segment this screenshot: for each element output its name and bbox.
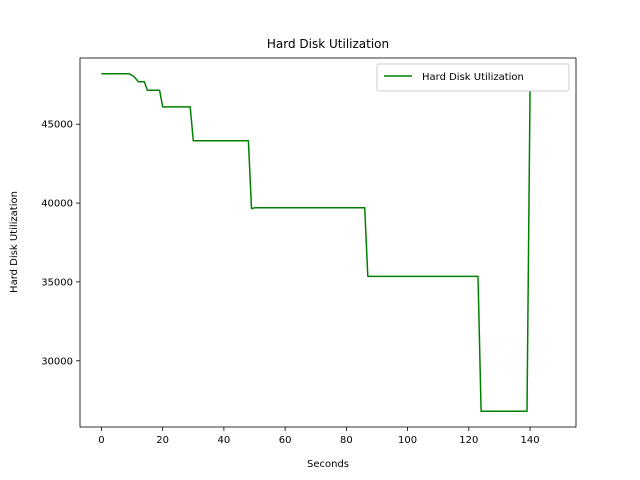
x-tick-label-120: 120 (459, 435, 478, 446)
x-tick-label-80: 80 (340, 435, 353, 446)
x-axis-label: Seconds (307, 459, 349, 470)
x-tick-label-100: 100 (398, 435, 417, 446)
legend-box (376, 63, 570, 92)
x-tick-label-0: 0 (98, 435, 104, 446)
series-line-0 (101, 73, 531, 412)
plot-frame (79, 57, 577, 428)
legend-label: Hard Disk Utilization (422, 72, 524, 83)
y-tick-label-40000: 40000 (41, 199, 73, 210)
legend: Hard Disk Utilization (376, 63, 570, 92)
y-tick-label-45000: 45000 (41, 120, 73, 131)
y-axis-label: Hard Disk Utilization (9, 191, 20, 293)
plot-area: 0 20 40 60 80 100 120 140 30000 35000 40000 45000 (41, 57, 577, 446)
y-tick-label-30000: 30000 (41, 356, 73, 367)
x-tick-label-60: 60 (279, 435, 292, 446)
x-tick-label-140: 140 (521, 435, 540, 446)
x-tick-label-20: 20 (156, 435, 169, 446)
chart-title: Hard Disk Utilization (267, 37, 389, 51)
x-tick-label-40: 40 (218, 435, 231, 446)
y-tick-label-35000: 35000 (41, 277, 73, 288)
